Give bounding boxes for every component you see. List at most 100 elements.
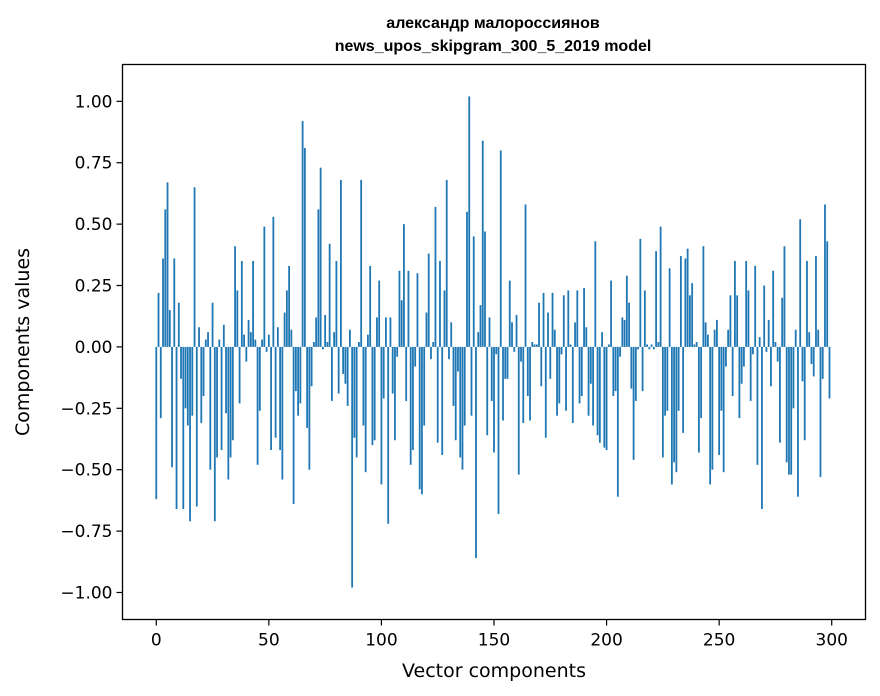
bar — [513, 346, 516, 352]
bar — [225, 346, 227, 414]
bar — [799, 219, 802, 347]
bar — [382, 346, 385, 399]
bar — [817, 329, 820, 347]
bar — [592, 346, 594, 426]
bar — [702, 246, 705, 347]
bar — [511, 322, 513, 347]
bar — [189, 346, 191, 522]
bar — [722, 346, 725, 473]
bar — [727, 329, 730, 347]
bar — [515, 314, 518, 347]
bar — [380, 346, 383, 485]
bar — [360, 179, 363, 347]
bar — [779, 346, 781, 443]
bar — [812, 346, 815, 377]
bar — [565, 346, 567, 411]
bar — [623, 319, 626, 347]
bar — [367, 334, 369, 347]
x-tick-label: 50 — [258, 631, 280, 651]
bar — [630, 346, 633, 389]
bar — [578, 346, 581, 404]
bar — [682, 346, 685, 433]
bar — [652, 346, 655, 350]
y-tick-label: 1.00 — [75, 92, 113, 112]
bar — [731, 346, 734, 397]
bar — [524, 204, 527, 347]
bar — [207, 332, 209, 347]
bar — [758, 337, 761, 347]
bar — [587, 346, 590, 416]
bar — [337, 346, 340, 394]
bar — [641, 346, 644, 392]
bar — [421, 346, 423, 495]
bar — [734, 260, 736, 347]
y-tick-label: 0.25 — [75, 277, 113, 297]
bar — [200, 346, 203, 424]
bar — [815, 256, 817, 347]
bar — [353, 346, 356, 438]
bar — [209, 346, 212, 470]
bar — [468, 96, 471, 347]
bar — [783, 246, 786, 347]
bar — [272, 216, 275, 347]
bar — [628, 302, 630, 347]
bar — [466, 211, 468, 347]
bar — [477, 332, 480, 347]
bar — [317, 209, 320, 347]
bar — [612, 346, 615, 397]
bar — [247, 319, 250, 347]
bar — [567, 290, 570, 347]
bar — [659, 226, 662, 347]
bar — [452, 346, 455, 406]
bar — [526, 346, 529, 397]
bar — [596, 346, 599, 436]
bar — [236, 290, 239, 347]
chart-subtitle: news_upos_skipgram_300_5_2019 model — [335, 38, 652, 55]
bar — [299, 346, 302, 404]
bar — [763, 285, 766, 347]
bar — [806, 260, 808, 347]
bar — [646, 344, 649, 347]
bar — [405, 346, 408, 401]
bar — [533, 344, 536, 347]
bar — [531, 342, 534, 347]
bar — [738, 346, 741, 419]
bar — [346, 346, 349, 406]
bar — [459, 346, 462, 458]
bar — [686, 248, 689, 347]
bar — [828, 346, 831, 399]
bar — [598, 346, 601, 443]
bar — [355, 346, 358, 458]
bar — [294, 346, 297, 392]
bar — [745, 260, 748, 347]
bar — [306, 346, 309, 428]
bar — [394, 346, 396, 441]
bar — [475, 346, 477, 559]
bar — [229, 346, 232, 458]
bar — [412, 346, 414, 451]
bar — [211, 302, 214, 347]
bar — [756, 346, 759, 465]
bar — [576, 290, 579, 347]
bar — [790, 346, 793, 475]
bar — [427, 253, 430, 347]
bar — [803, 346, 806, 441]
bar — [362, 346, 365, 426]
x-ticks: 0 50 100 150 200 250 300 — [151, 619, 848, 651]
bar — [328, 243, 331, 347]
bar — [310, 346, 313, 387]
y-axis-label: Components values — [12, 248, 34, 436]
bar — [594, 241, 597, 347]
bar — [457, 346, 459, 372]
x-tick-label: 100 — [365, 631, 397, 651]
bar — [279, 346, 282, 451]
bar — [718, 346, 721, 455]
bar — [434, 206, 437, 347]
x-tick-label: 0 — [151, 631, 162, 651]
bar — [414, 346, 417, 367]
bar — [193, 187, 196, 347]
bar — [243, 334, 245, 347]
bar — [231, 346, 234, 441]
bar — [461, 346, 464, 470]
bar — [776, 346, 779, 362]
